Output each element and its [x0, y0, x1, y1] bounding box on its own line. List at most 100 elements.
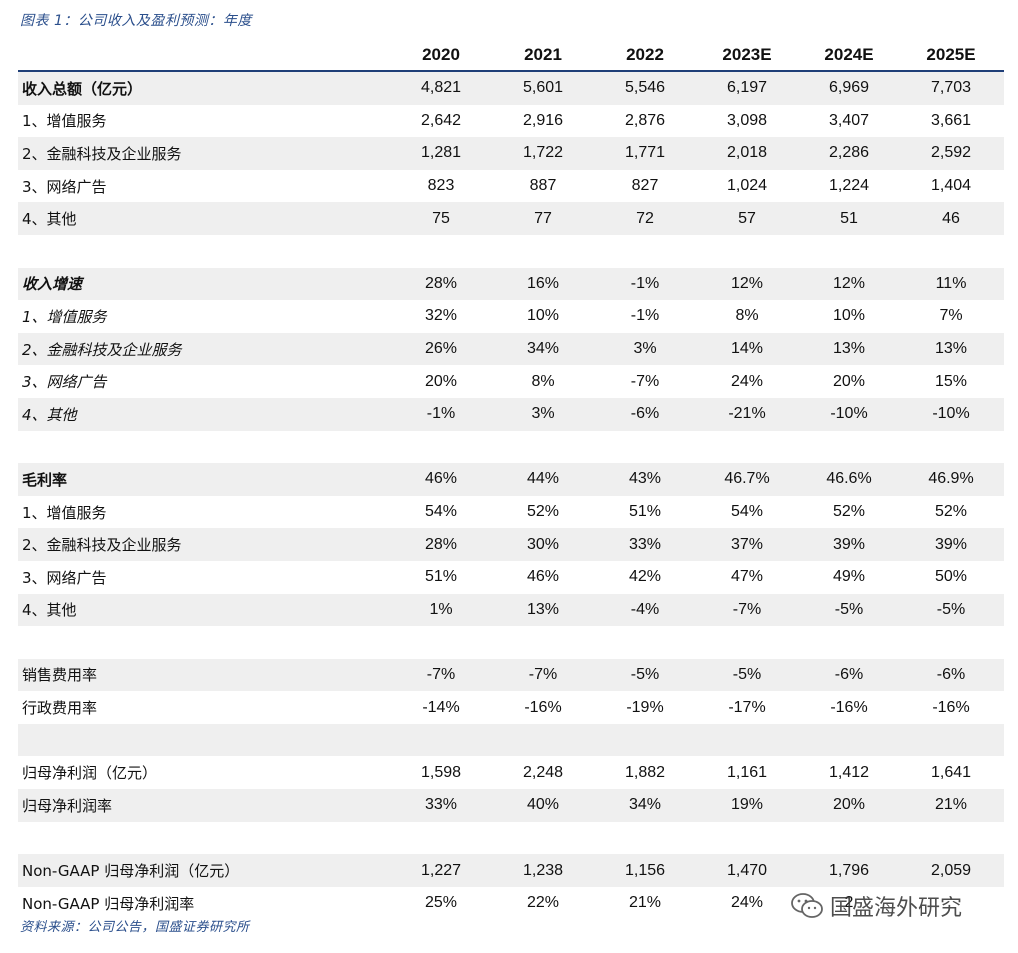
table-cell: -6%	[798, 666, 900, 684]
table-cell: -6%	[594, 405, 696, 423]
table-row: 2、金融科技及企业服务 26% 34% 3% 14% 13% 13%	[18, 333, 1004, 366]
table-cell: 15%	[900, 373, 1002, 391]
table-cell: 3%	[594, 340, 696, 358]
table-cell: 10%	[492, 307, 594, 325]
figure-title: 图表 1：公司收入及盈利预测：年度	[20, 10, 252, 30]
table-cell: 1,470	[696, 862, 798, 880]
row-label: 1、增值服务	[18, 110, 390, 131]
table-cell: 22%	[492, 894, 594, 912]
table-cell: -16%	[900, 699, 1002, 717]
table-cell: -4%	[594, 601, 696, 619]
header-year: 2024E	[798, 45, 900, 65]
row-label: 2、金融科技及企业服务	[18, 143, 390, 164]
table-cell: 14%	[696, 340, 798, 358]
table-cell: 6,969	[798, 79, 900, 97]
row-label: 3、网络广告	[18, 567, 390, 588]
row-label: 收入增速	[18, 273, 390, 294]
table-cell: 2,592	[900, 144, 1002, 162]
table-cell: 1,404	[900, 177, 1002, 195]
table-cell: 50%	[900, 568, 1002, 586]
table-row: 4、其他 1% 13% -4% -7% -5% -5%	[18, 594, 1004, 627]
table-cell: 34%	[492, 340, 594, 358]
table-cell: 34%	[594, 796, 696, 814]
table-cell: 57	[696, 210, 798, 228]
table-cell: 72	[594, 210, 696, 228]
table-cell: 75	[390, 210, 492, 228]
table-cell: 40%	[492, 796, 594, 814]
table-row: 4、其他 75 77 72 57 51 46	[18, 202, 1004, 235]
row-label: 3、网络广告	[18, 371, 390, 392]
table-cell: 39%	[798, 536, 900, 554]
table-cell: -1%	[594, 275, 696, 293]
table-cell: 28%	[390, 275, 492, 293]
row-label: 3、网络广告	[18, 176, 390, 197]
table-row: 毛利率 46% 44% 43% 46.7% 46.6% 46.9%	[18, 463, 1004, 496]
table-cell: 3%	[492, 405, 594, 423]
table-cell: 47%	[696, 568, 798, 586]
table-cell: 20%	[390, 373, 492, 391]
table-cell: 12%	[696, 275, 798, 293]
table-cell: 20%	[798, 373, 900, 391]
header-year: 2023E	[696, 45, 798, 65]
table-cell: 5,601	[492, 79, 594, 97]
table-cell: -1%	[390, 405, 492, 423]
table-cell: 3,098	[696, 112, 798, 130]
table-cell: 1%	[390, 601, 492, 619]
table-cell: 1,161	[696, 764, 798, 782]
table-cell: 51%	[390, 568, 492, 586]
table-spacer-row	[18, 724, 1004, 757]
table-cell: 43%	[594, 470, 696, 488]
table-cell: 1,281	[390, 144, 492, 162]
row-label: 销售费用率	[18, 664, 390, 685]
table-row: 3、网络广告 51% 46% 42% 47% 49% 50%	[18, 561, 1004, 594]
row-label: 1、增值服务	[18, 502, 390, 523]
table-cell: 39%	[900, 536, 1002, 554]
table-cell: -7%	[594, 373, 696, 391]
table-cell: 33%	[390, 796, 492, 814]
table-cell: 2,286	[798, 144, 900, 162]
row-label: 归母净利润（亿元）	[18, 762, 390, 783]
table-cell: -5%	[594, 666, 696, 684]
table-cell: 26%	[390, 340, 492, 358]
table-spacer-row	[18, 431, 1004, 464]
table-spacer-row	[18, 235, 1004, 268]
watermark: 国盛海外研究	[790, 890, 962, 922]
table-cell: 11%	[900, 275, 1002, 293]
table-row: 收入总额（亿元） 4,821 5,601 5,546 6,197 6,969 7,703	[18, 72, 1004, 105]
table-cell: -16%	[492, 699, 594, 717]
table-cell: 46%	[390, 470, 492, 488]
table-cell: 52%	[492, 503, 594, 521]
row-label: 毛利率	[18, 469, 390, 490]
table-row: 3、网络广告 20% 8% -7% 24% 20% 15%	[18, 365, 1004, 398]
table-cell: 1,771	[594, 144, 696, 162]
table-cell: 46	[900, 210, 1002, 228]
table-cell: 46.9%	[900, 470, 1002, 488]
table-cell: 7,703	[900, 79, 1002, 97]
table-cell: -1%	[594, 307, 696, 325]
row-label: 2、金融科技及企业服务	[18, 534, 390, 555]
header-year: 2022	[594, 45, 696, 65]
table-cell: 37%	[696, 536, 798, 554]
header-year: 2021	[492, 45, 594, 65]
table-cell: 1,796	[798, 862, 900, 880]
table-cell: 33%	[594, 536, 696, 554]
table-cell: 30%	[492, 536, 594, 554]
table-cell: 1,227	[390, 862, 492, 880]
table-cell: 2,018	[696, 144, 798, 162]
table-cell: -5%	[696, 666, 798, 684]
table-cell: 21%	[594, 894, 696, 912]
table-cell: 2,059	[900, 862, 1002, 880]
table-cell: 2,876	[594, 112, 696, 130]
table-row: 4、其他 -1% 3% -6% -21% -10% -10%	[18, 398, 1004, 431]
table-row: 收入增速 28% 16% -1% 12% 12% 11%	[18, 268, 1004, 301]
row-label: 归母净利润率	[18, 795, 390, 816]
table-row: 2、金融科技及企业服务 1,281 1,722 1,771 2,018 2,286 2,59…	[18, 137, 1004, 170]
table-cell: 44%	[492, 470, 594, 488]
wechat-icon	[790, 892, 824, 920]
table-cell: -5%	[798, 601, 900, 619]
table-cell: 2,248	[492, 764, 594, 782]
table-cell: 1,412	[798, 764, 900, 782]
header-year: 2020	[390, 45, 492, 65]
table-cell: 4,821	[390, 79, 492, 97]
row-label: Non-GAAP 归母净利润率	[18, 893, 390, 914]
